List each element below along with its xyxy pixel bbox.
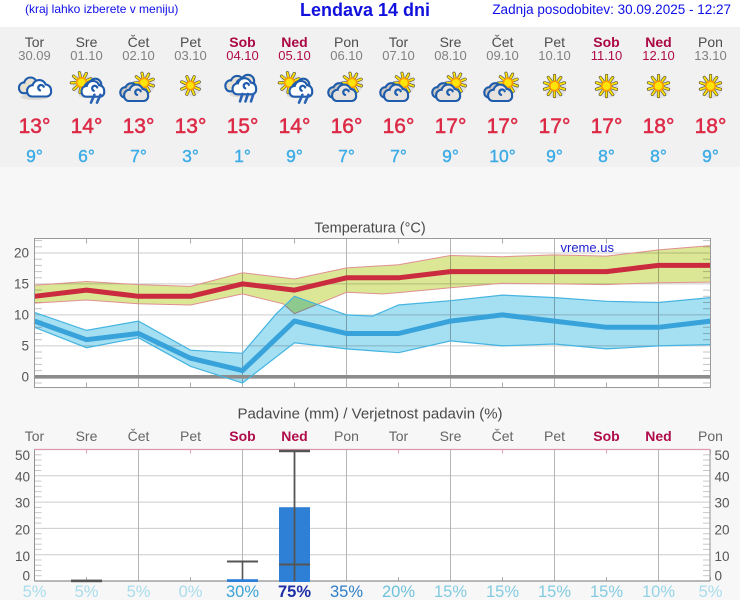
svg-text:30%: 30%: [226, 583, 259, 600]
svg-text:20: 20: [15, 522, 30, 537]
svg-text:30: 30: [15, 496, 30, 511]
svg-text:Ned: Ned: [645, 428, 671, 444]
svg-text:Čet: Čet: [128, 428, 150, 444]
svg-text:0%: 0%: [179, 583, 203, 600]
svg-text:5%: 5%: [75, 583, 99, 600]
svg-text:5%: 5%: [699, 583, 723, 600]
svg-text:vreme.us: vreme.us: [561, 240, 615, 255]
svg-text:Ned: Ned: [281, 428, 307, 444]
svg-text:0: 0: [21, 369, 29, 384]
svg-text:Temperatura (°C): Temperatura (°C): [314, 220, 425, 236]
svg-text:35%: 35%: [330, 583, 363, 600]
svg-text:30: 30: [715, 496, 730, 511]
svg-text:10: 10: [14, 307, 29, 322]
svg-text:15%: 15%: [590, 583, 623, 600]
svg-text:40: 40: [15, 469, 30, 484]
svg-text:Pon: Pon: [698, 428, 723, 444]
svg-text:10: 10: [15, 549, 30, 564]
svg-text:Pet: Pet: [180, 428, 201, 444]
svg-text:75%: 75%: [278, 583, 311, 600]
svg-text:50: 50: [715, 448, 730, 463]
svg-text:5%: 5%: [127, 583, 151, 600]
svg-text:Sob: Sob: [593, 428, 619, 444]
svg-text:10%: 10%: [642, 583, 675, 600]
svg-text:Padavine (mm) / Verjetnost pad: Padavine (mm) / Verjetnost padavin (%): [237, 405, 502, 422]
svg-text:50: 50: [15, 448, 30, 463]
svg-text:20: 20: [715, 522, 730, 537]
svg-text:Pon: Pon: [334, 428, 359, 444]
svg-text:40: 40: [715, 469, 730, 484]
svg-text:Čet: Čet: [492, 428, 514, 444]
svg-text:15%: 15%: [434, 583, 467, 600]
svg-text:Sre: Sre: [76, 428, 98, 444]
svg-text:20%: 20%: [382, 583, 415, 600]
svg-text:20: 20: [14, 246, 29, 261]
svg-text:0: 0: [22, 568, 30, 583]
svg-text:Pet: Pet: [544, 428, 565, 444]
svg-text:Tor: Tor: [389, 428, 409, 444]
svg-text:10: 10: [715, 549, 730, 564]
svg-text:Tor: Tor: [25, 428, 45, 444]
svg-text:15%: 15%: [486, 583, 519, 600]
svg-text:0: 0: [715, 568, 723, 583]
svg-text:15%: 15%: [538, 583, 571, 600]
svg-text:Sob: Sob: [229, 428, 255, 444]
svg-text:5: 5: [21, 338, 29, 353]
svg-text:Sre: Sre: [440, 428, 462, 444]
svg-text:5%: 5%: [23, 583, 47, 600]
svg-text:15: 15: [14, 276, 29, 291]
